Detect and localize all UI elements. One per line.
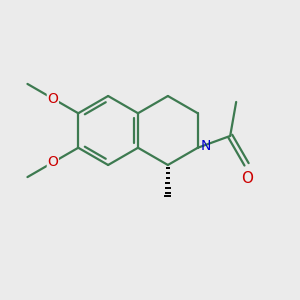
Text: N: N [201,139,211,153]
Text: O: O [242,171,254,186]
Text: O: O [47,155,58,170]
Text: O: O [47,92,58,106]
